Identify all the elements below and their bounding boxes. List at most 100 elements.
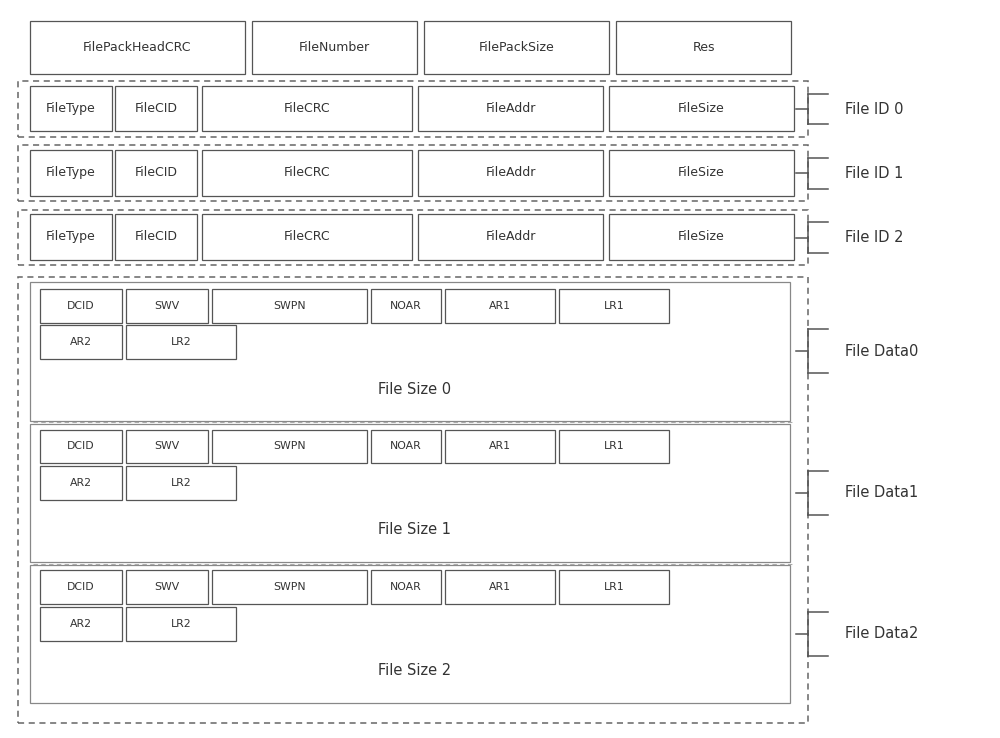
Text: File Size 1: File Size 1 [378,523,452,537]
Bar [18,210,808,265]
Bar [371,570,441,604]
Bar [212,430,367,463]
Bar [371,430,441,463]
Text: SWPN: SWPN [273,300,306,311]
Bar [40,325,122,359]
Text: LR2: LR2 [171,618,191,629]
Text: File ID 0: File ID 0 [845,102,904,117]
Bar [559,289,669,323]
Text: FileCRC: FileCRC [284,166,330,179]
Bar [616,21,791,74]
Text: DCID: DCID [67,300,95,311]
Text: DCID: DCID [67,582,95,592]
Bar [126,570,208,604]
Text: DCID: DCID [67,441,95,452]
Bar [445,570,555,604]
Bar [115,86,197,131]
Text: FilePackHeadCRC: FilePackHeadCRC [83,41,192,54]
Bar [371,289,441,323]
Bar [559,570,669,604]
Bar [40,466,122,500]
Bar [18,81,808,137]
Bar [126,289,208,323]
Text: Res: Res [692,41,715,54]
Text: FileAddr: FileAddr [485,102,536,115]
Bar [40,430,122,463]
Text: SWV: SWV [154,441,180,452]
Text: File Data2: File Data2 [845,627,918,641]
Text: File Data1: File Data1 [845,486,918,500]
Bar [115,214,197,260]
Text: AR2: AR2 [70,478,92,489]
Text: SWPN: SWPN [273,582,306,592]
Text: NOAR: NOAR [390,441,422,452]
Bar [424,21,609,74]
Bar [609,150,794,196]
Bar [445,430,555,463]
Bar [30,565,790,703]
Text: FileType: FileType [46,166,96,179]
Bar [445,289,555,323]
Text: FileAddr: FileAddr [485,166,536,179]
Bar [30,21,245,74]
Text: FileSize: FileSize [678,102,725,115]
Text: File Size 0: File Size 0 [378,382,452,397]
Bar [18,277,808,723]
Bar [418,150,603,196]
Text: NOAR: NOAR [390,300,422,311]
Bar [30,86,112,131]
Bar [126,325,236,359]
Bar [30,424,790,562]
Text: FileNumber: FileNumber [299,41,370,54]
Text: FileType: FileType [46,102,96,115]
Bar [202,150,412,196]
Text: LR2: LR2 [171,478,191,489]
Bar [126,466,236,500]
Bar [30,282,790,421]
Text: FilePackSize: FilePackSize [479,41,554,54]
Text: SWPN: SWPN [273,441,306,452]
Text: LR1: LR1 [604,582,624,592]
Text: File ID 1: File ID 1 [845,166,903,181]
Text: SWV: SWV [154,582,180,592]
Bar [40,607,122,641]
Bar [18,145,808,201]
Text: File ID 2: File ID 2 [845,230,904,245]
Text: LR1: LR1 [604,300,624,311]
Text: LR2: LR2 [171,337,191,348]
Text: LR1: LR1 [604,441,624,452]
Text: FileSize: FileSize [678,166,725,179]
Text: FileAddr: FileAddr [485,230,536,244]
Text: FileCRC: FileCRC [284,230,330,244]
Text: File Data0: File Data0 [845,344,918,359]
Bar [609,86,794,131]
Bar [30,214,112,260]
Bar [559,430,669,463]
Bar [126,430,208,463]
Text: FileCID: FileCID [134,102,178,115]
Bar [212,570,367,604]
Bar [252,21,417,74]
Text: NOAR: NOAR [390,582,422,592]
Text: FileCRC: FileCRC [284,102,330,115]
Bar [40,570,122,604]
Bar [418,86,603,131]
Text: FileCID: FileCID [134,166,178,179]
Text: FileType: FileType [46,230,96,244]
Text: AR1: AR1 [489,441,511,452]
Text: FileCID: FileCID [134,230,178,244]
Text: SWV: SWV [154,300,180,311]
Text: AR2: AR2 [70,337,92,348]
Text: AR2: AR2 [70,618,92,629]
Bar [202,214,412,260]
Bar [30,150,112,196]
Text: AR1: AR1 [489,582,511,592]
Text: File Size 2: File Size 2 [378,663,452,677]
Bar [126,607,236,641]
Text: AR1: AR1 [489,300,511,311]
Bar [202,86,412,131]
Bar [40,289,122,323]
Bar [609,214,794,260]
Bar [212,289,367,323]
Bar [418,214,603,260]
